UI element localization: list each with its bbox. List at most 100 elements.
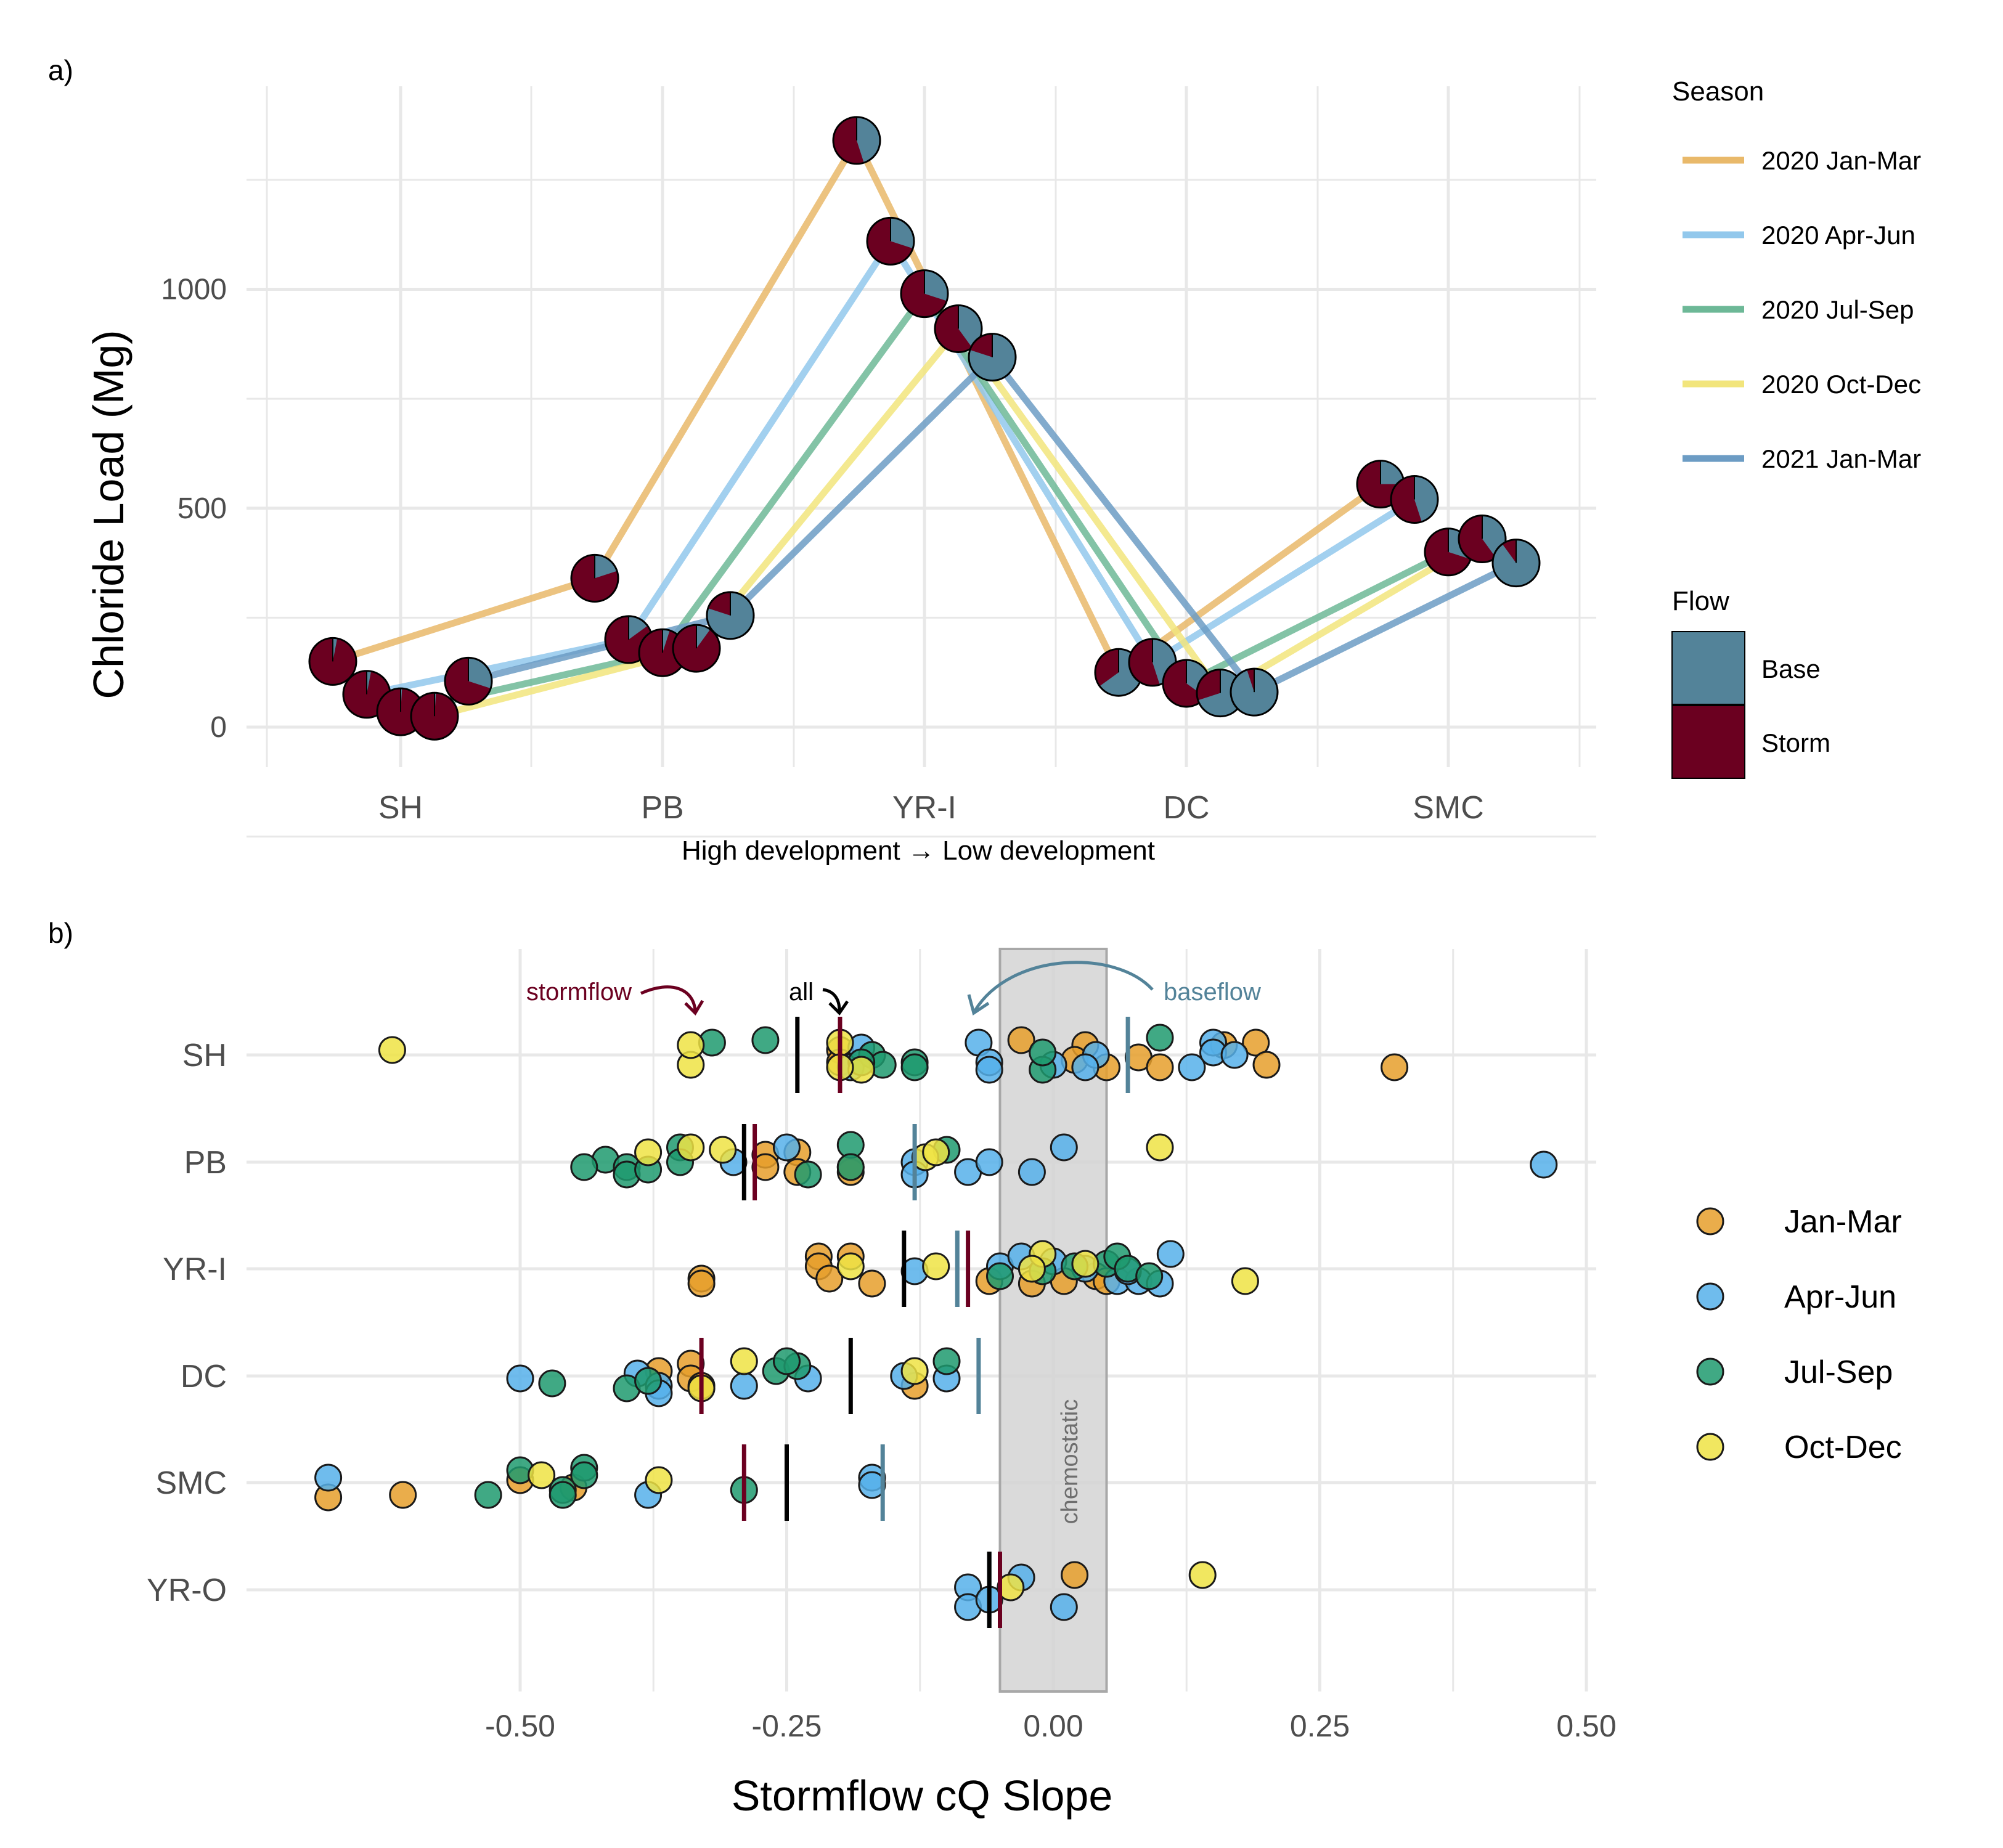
point-legend-label: Apr-Jun [1784,1279,1896,1315]
pie-marker [1458,514,1507,563]
cq-slope-point [975,1056,1003,1084]
pie-marker [706,591,755,640]
cq-slope-point [730,1347,758,1375]
cq-slope-point [570,1153,598,1181]
pie-marker [866,216,915,266]
cq-slope-point [506,1364,534,1393]
season-point-legend: Jan-Mar Apr-Jun Jul-Sep Oct-Dec [1696,1204,1902,1465]
cq-slope-point [858,1471,886,1499]
pie-outline [444,656,493,706]
x-tick-label: SH [378,790,423,826]
x-tick-label: PB [641,790,683,826]
cq-slope-point [474,1481,502,1509]
cq-slope-point [794,1160,822,1189]
stormflow-arrow-head [684,999,704,1016]
cq-slope-point [1146,1053,1174,1081]
cq-slope-point [570,1461,598,1489]
pie-outline [706,591,755,640]
cq-slope-point [836,1153,865,1181]
cq-slope-point [1071,1250,1099,1278]
cq-slope-point [1231,1267,1259,1295]
cq-slope-point [549,1481,577,1509]
cq-slope-point [1381,1053,1409,1081]
pie-storm-slice [571,555,618,602]
season-legend: Season 2020 Jan-Mar 2020 Apr-Jun 2020 Jul-… [1672,76,1921,473]
pie-marker [570,553,619,603]
flow-legend-storm-swatch [1671,705,1745,779]
cq-slope-point [538,1369,566,1398]
y-tick-label: 500 [177,492,227,525]
cq-slope-point [836,1252,865,1280]
point-legend-key [1696,1433,1724,1461]
pie-storm-slice [1459,515,1496,563]
pie-marker [308,637,357,686]
cq-slope-point [975,1148,1003,1176]
cq-slope-point [900,1053,929,1081]
cq-slope-point [677,1133,705,1162]
pie-storm-slice [1247,669,1254,693]
cq-slope-point [922,1252,950,1280]
flow-legend-title: Flow [1672,586,1729,616]
panel-b-summary-lines [699,1017,1130,1628]
cq-slope-point [634,1367,663,1395]
pie-marker [1390,475,1439,524]
pie-outline [1458,514,1507,563]
pie-storm-slice [901,270,947,317]
x-tick-label: DC [1163,790,1209,826]
pie-storm-slice [969,333,992,357]
panel-a-y-axis-title: Chloride Load (Mg) [84,330,133,699]
point-legend-key [1696,1207,1724,1235]
pie-outline [832,116,881,165]
cq-slope-point [1018,1255,1046,1283]
panel-a-tick-labels: 0 500 1000 SH PB YR-I DC SMC [161,274,1484,826]
season-legend-label: 2021 Jan-Mar [1761,444,1921,473]
pie-marker [1230,667,1279,717]
pie-marker [672,624,721,673]
panel-b: b) -0.50 -0.25 0.00 0.25 0.50 SH PB YR-I DC SMC YR… [48,917,1902,1820]
season-line [332,137,1383,676]
cq-slope-point [1156,1240,1185,1268]
all-arrow-head [828,1000,849,1016]
cq-slope-point [634,1138,663,1166]
point-legend-key [1696,1358,1724,1386]
pie-marker [410,691,459,741]
cq-slope-point [1050,1133,1078,1162]
pie-marker [934,304,983,353]
cq-slope-point [1061,1561,1089,1589]
pie-storm-slice [1163,659,1205,707]
season-legend-items: 2020 Jan-Mar 2020 Apr-Jun 2020 Jul-Sep 2020… [1683,146,1921,473]
pie-marker [968,333,1017,382]
season-legend-label: 2020 Jan-Mar [1761,146,1921,175]
y-tick-label: DC [181,1359,227,1394]
x-tick-label: 0.50 [1556,1709,1616,1743]
season-legend-label: 2020 Apr-Jun [1761,221,1915,250]
chemostatic-label: chemostatic [1057,1399,1083,1524]
cq-slope-point [997,1573,1025,1602]
pie-storm-slice [1197,669,1220,701]
cq-slope-point [677,1031,705,1059]
pie-outline [1230,667,1279,717]
cq-slope-point [751,1153,780,1181]
x-tick-label: -0.50 [485,1709,555,1743]
panel-b-points [314,1024,1558,1621]
cq-slope-point [922,1138,950,1166]
cq-slope-point [1530,1150,1558,1179]
panel-b-annotations: stormflow all baseflow [526,961,1261,1016]
pie-outline [1491,539,1541,588]
cq-slope-point [1071,1053,1099,1081]
cq-slope-point [730,1372,758,1400]
point-legend-label: Jan-Mar [1784,1204,1902,1240]
cq-slope-point [751,1026,780,1054]
point-legend-label: Oct-Dec [1784,1430,1902,1465]
cq-slope-point [815,1264,844,1293]
season-line [365,237,1416,698]
pie-outline [1390,475,1439,524]
cq-slope-point [1178,1053,1206,1081]
cq-slope-point [314,1463,343,1492]
cq-slope-point [528,1461,556,1489]
pie-storm-slice [1425,528,1471,576]
pie-outline [410,691,459,741]
panel-b-tick-labels: -0.50 -0.25 0.00 0.25 0.50 SH PB YR-I DC SMC YR-O [147,1038,1617,1743]
stormflow-annotation: stormflow [526,979,632,1006]
y-tick-label: SH [182,1038,227,1073]
